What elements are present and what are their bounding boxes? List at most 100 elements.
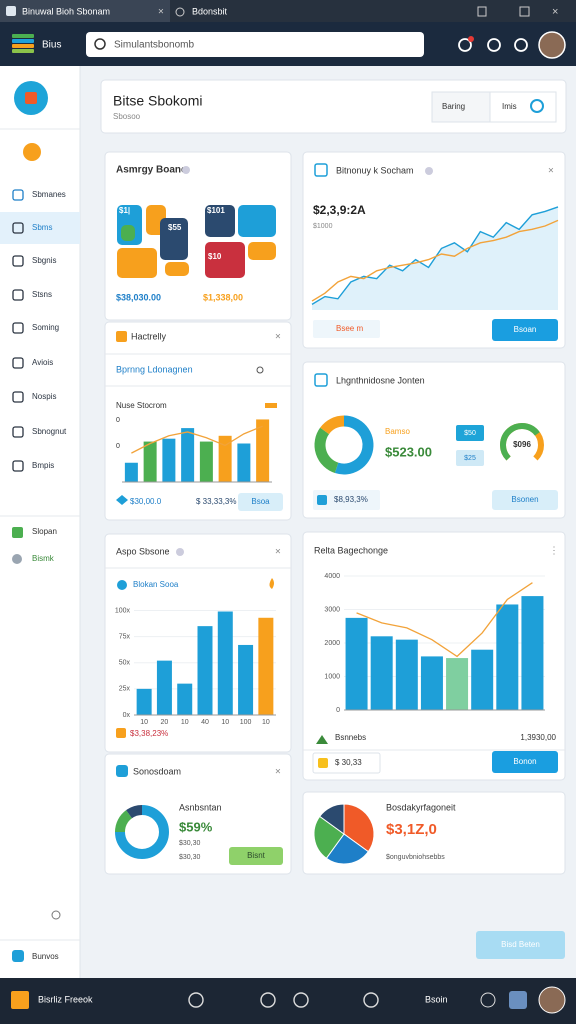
button-label[interactable]: Bsoan: [514, 325, 537, 334]
bar: [256, 419, 270, 482]
nav-item[interactable]: Slopan: [32, 527, 57, 536]
card-icon: [116, 765, 128, 777]
header-icon: [458, 38, 472, 52]
page-subtitle: Sbosoo: [113, 112, 141, 121]
nav-icon: [12, 322, 24, 334]
badge: [456, 425, 484, 441]
close[interactable]: ×: [548, 166, 554, 177]
nav-item[interactable]: Stsns: [32, 290, 52, 299]
bar: [199, 441, 213, 482]
dropdown[interactable]: [431, 91, 491, 123]
pie-slice: [313, 815, 345, 859]
card-subtitle: Bprnng Ldonagnen: [116, 364, 193, 374]
tab-title[interactable]: Binuwal Bioh Sbonam: [22, 6, 110, 16]
card-icon: [314, 163, 328, 177]
tab: [0, 0, 170, 22]
metric: $523.00: [385, 444, 432, 459]
metric-label: Bamso: [385, 427, 410, 436]
y-tick-label: 0: [336, 707, 340, 714]
donut-segment: [334, 415, 374, 475]
footer-icon: [116, 728, 126, 738]
header-icon: [487, 38, 501, 52]
taskbar: [0, 978, 576, 1024]
window-close[interactable]: ×: [552, 6, 558, 18]
pie-slice: [325, 833, 369, 865]
close[interactable]: ×: [275, 767, 281, 778]
sidebar-footer[interactable]: Bunvos: [32, 952, 59, 961]
y-tick-label: 75x: [119, 633, 131, 640]
tile: [121, 225, 135, 241]
brand: Bius: [42, 40, 61, 51]
x-tick-label: 10: [262, 719, 270, 726]
bar: [156, 660, 172, 715]
taskbar-icon: [293, 992, 309, 1008]
taskbar-label[interactable]: Bisrliz Freeok: [38, 994, 93, 1004]
sidebar: [0, 66, 80, 978]
tile: [117, 248, 157, 278]
y-tick-label: 3000: [324, 606, 340, 613]
bar: [395, 639, 418, 710]
bar: [162, 438, 176, 482]
bar: [124, 462, 138, 482]
nav-item[interactable]: Aviois: [32, 358, 53, 367]
nav-item[interactable]: Sbgnis: [32, 256, 56, 265]
card-title: Lhgnthnidosne Jonten: [336, 375, 425, 385]
button-label[interactable]: Bisnt: [247, 851, 266, 860]
bar: [446, 658, 469, 710]
tile: [248, 242, 276, 260]
button[interactable]: [492, 319, 558, 341]
card-title: Relta Bagechonge: [314, 545, 388, 555]
search-box[interactable]: [86, 32, 424, 57]
button[interactable]: [489, 91, 557, 123]
nav-icon: [12, 255, 24, 267]
tile-label: $55: [168, 223, 182, 232]
nav-item[interactable]: Sbnognut: [32, 427, 67, 436]
nav-item[interactable]: Bismk: [32, 554, 55, 563]
logo: [12, 44, 34, 48]
note: $30,30: [179, 854, 201, 861]
footer-value: $3,38,23%: [130, 729, 168, 738]
tab-icon: [175, 7, 185, 17]
nav-item[interactable]: Soming: [32, 323, 59, 332]
info-icon: [182, 166, 190, 174]
button[interactable]: [476, 931, 565, 959]
line: [131, 425, 263, 454]
button-label[interactable]: Bonon: [513, 757, 536, 766]
dropdown-label[interactable]: Baring: [442, 102, 465, 111]
close[interactable]: ×: [275, 332, 281, 343]
button-label[interactable]: Bisd Beten: [501, 940, 540, 949]
tab-title[interactable]: Bdonsbit: [192, 6, 228, 16]
button-label[interactable]: Imis: [502, 102, 517, 111]
tab-close[interactable]: ×: [158, 7, 164, 18]
badge-label: $50: [464, 430, 476, 437]
line: [356, 582, 533, 658]
taskbar-label[interactable]: Bsoin: [425, 994, 448, 1004]
gauge-value: [500, 423, 540, 461]
tile: [160, 218, 188, 260]
y-tick-label: 4000: [324, 573, 340, 580]
nav-item[interactable]: Sbms: [32, 223, 52, 232]
nav-item[interactable]: Bmpis: [32, 461, 54, 470]
axis-label: 0: [116, 417, 120, 424]
footer-icon: [12, 950, 24, 962]
menu[interactable]: ⋮: [549, 546, 559, 557]
donut-segment: [115, 810, 133, 833]
info-icon: [425, 167, 433, 175]
y-tick-label: 1000: [324, 673, 340, 680]
button[interactable]: [492, 490, 558, 510]
taskbar-app: [11, 991, 29, 1009]
button-label[interactable]: Bsoa: [251, 497, 270, 506]
search-placeholder[interactable]: Simulantsbonomb: [114, 40, 194, 51]
donut-segment: [314, 427, 339, 474]
button-label[interactable]: Bsonen: [511, 495, 538, 504]
bar: [370, 636, 393, 710]
tile: [238, 205, 276, 237]
note: $onguvbniohsebbs: [386, 854, 445, 861]
close[interactable]: ×: [275, 547, 281, 558]
nav-item[interactable]: Nospis: [32, 392, 56, 401]
button[interactable]: [492, 751, 558, 773]
nav-item[interactable]: Sbmanes: [32, 190, 66, 199]
button[interactable]: [229, 847, 283, 865]
button[interactable]: [238, 493, 283, 511]
